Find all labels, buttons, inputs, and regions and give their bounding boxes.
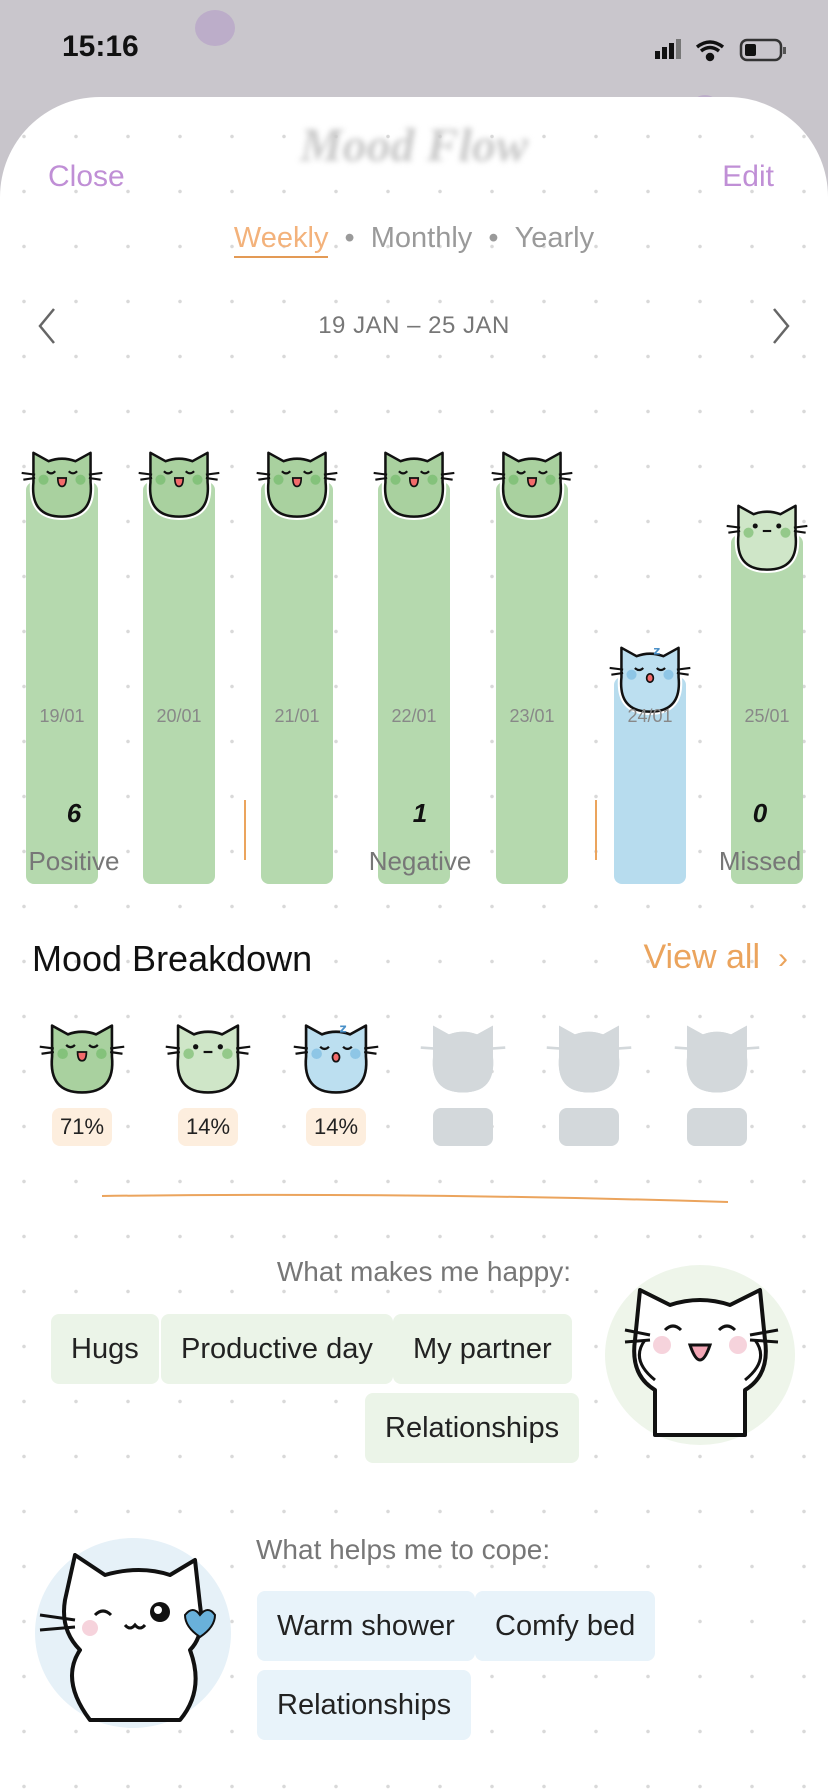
breakdown-sleepy-icon[interactable]: z xyxy=(292,1008,380,1096)
chevron-left-icon[interactable] xyxy=(36,306,58,346)
wifi-icon xyxy=(695,40,725,62)
stat-divider xyxy=(244,800,246,860)
breakdown-happy-icon[interactable] xyxy=(38,1008,126,1096)
breakdown-percent: 14% xyxy=(178,1108,238,1146)
bar-date-label: 23/01 xyxy=(509,706,555,726)
stat-negative-value: 1 xyxy=(412,798,428,828)
period-tabs: Weekly • Monthly • Yearly xyxy=(0,222,828,258)
bar-date-label: 19/01 xyxy=(39,706,85,726)
stat-missed-value: 0 xyxy=(752,798,768,828)
mood-cat-icon xyxy=(20,436,104,520)
happy-cat-sticker xyxy=(605,1265,795,1445)
bar-date-label: 20/01 xyxy=(156,706,202,726)
breakdown-percent xyxy=(687,1108,747,1146)
bar-20/01[interactable] xyxy=(143,482,215,884)
view-all-link[interactable]: View all › xyxy=(643,938,788,977)
stat-positive-value: 6 xyxy=(66,798,82,828)
stat-divider xyxy=(595,800,597,860)
svg-text:z: z xyxy=(653,644,660,658)
breakdown-empty-icon[interactable] xyxy=(545,1008,633,1096)
app-title: Mood Flow xyxy=(299,119,529,172)
mood-breakdown-title: Mood Breakdown xyxy=(32,938,313,979)
close-button[interactable]: Close xyxy=(48,160,125,193)
mood-cat-icon: z xyxy=(608,631,692,715)
bar-date-label: 21/01 xyxy=(274,706,320,726)
breakdown-percent: 14% xyxy=(306,1108,366,1146)
breakdown-percent xyxy=(559,1108,619,1146)
happy-title: What makes me happy: xyxy=(276,1256,571,1287)
bar-21/01[interactable] xyxy=(261,482,333,884)
bar-19/01[interactable] xyxy=(26,482,98,884)
breakdown-empty-icon[interactable] xyxy=(419,1008,507,1096)
chevron-right-icon: › xyxy=(778,942,788,975)
bar-date-label: 22/01 xyxy=(391,706,437,726)
battery-icon xyxy=(739,38,786,62)
happy-chip[interactable]: Relationships xyxy=(365,1393,580,1463)
tab-separator: • xyxy=(488,222,499,254)
tab-weekly[interactable]: Weekly xyxy=(233,222,329,258)
happy-chip[interactable]: Hugs xyxy=(51,1314,159,1384)
svg-text:z: z xyxy=(340,1022,347,1036)
cope-chip[interactable]: Relationships xyxy=(257,1670,472,1740)
breakdown-percent xyxy=(433,1108,493,1146)
happy-chip[interactable]: Productive day xyxy=(161,1314,393,1384)
view-all-label: View all xyxy=(643,938,760,976)
breakdown-percent: 71% xyxy=(52,1108,112,1146)
breakdown-calm-icon[interactable] xyxy=(164,1008,252,1096)
sheet xyxy=(0,97,828,1792)
bar-25/01[interactable] xyxy=(731,535,803,884)
bar-22/01[interactable] xyxy=(378,482,450,884)
mood-cat-icon xyxy=(490,436,574,520)
mood-cat-icon xyxy=(372,436,456,520)
stat-negative-label: Negative xyxy=(368,846,472,876)
stat-positive-label: Positive xyxy=(28,846,120,876)
mood-cat-icon xyxy=(725,489,809,573)
breakdown-empty-icon[interactable] xyxy=(673,1008,761,1096)
tab-yearly[interactable]: Yearly xyxy=(514,222,595,254)
bar-date-label: 25/01 xyxy=(744,706,790,726)
mood-bar-chart: 19/01 20/01 21/01 22/01 23/01 z 24/01 25/01 xyxy=(0,0,828,884)
cope-chip[interactable]: Comfy bed xyxy=(475,1591,656,1661)
wink-cat-sticker xyxy=(35,1538,231,1728)
signal-icon xyxy=(655,39,681,59)
happy-chip[interactable]: My partner xyxy=(393,1314,572,1384)
mood-cat-icon xyxy=(255,436,339,520)
tab-separator: • xyxy=(344,222,355,254)
edit-button[interactable]: Edit xyxy=(722,160,774,193)
mood-breakdown-list: 71% 14% z 14% xyxy=(0,1000,828,1150)
stat-missed-label: Missed xyxy=(718,846,802,876)
tab-monthly[interactable]: Monthly xyxy=(370,222,473,254)
bar-23/01[interactable] xyxy=(496,482,568,884)
status-icons xyxy=(655,38,786,62)
cope-chip[interactable]: Warm shower xyxy=(257,1591,475,1661)
mood-cat-icon xyxy=(137,436,221,520)
status-time: 15:16 xyxy=(62,30,139,63)
date-range: 19 JAN – 25 JAN xyxy=(318,312,510,339)
status-bar: 15:16 xyxy=(0,0,828,155)
chevron-right-icon[interactable] xyxy=(770,306,792,346)
divider-line xyxy=(101,1193,729,1203)
cope-title: What helps me to cope: xyxy=(256,1534,551,1565)
bar-date-label: 24/01 xyxy=(627,706,673,726)
